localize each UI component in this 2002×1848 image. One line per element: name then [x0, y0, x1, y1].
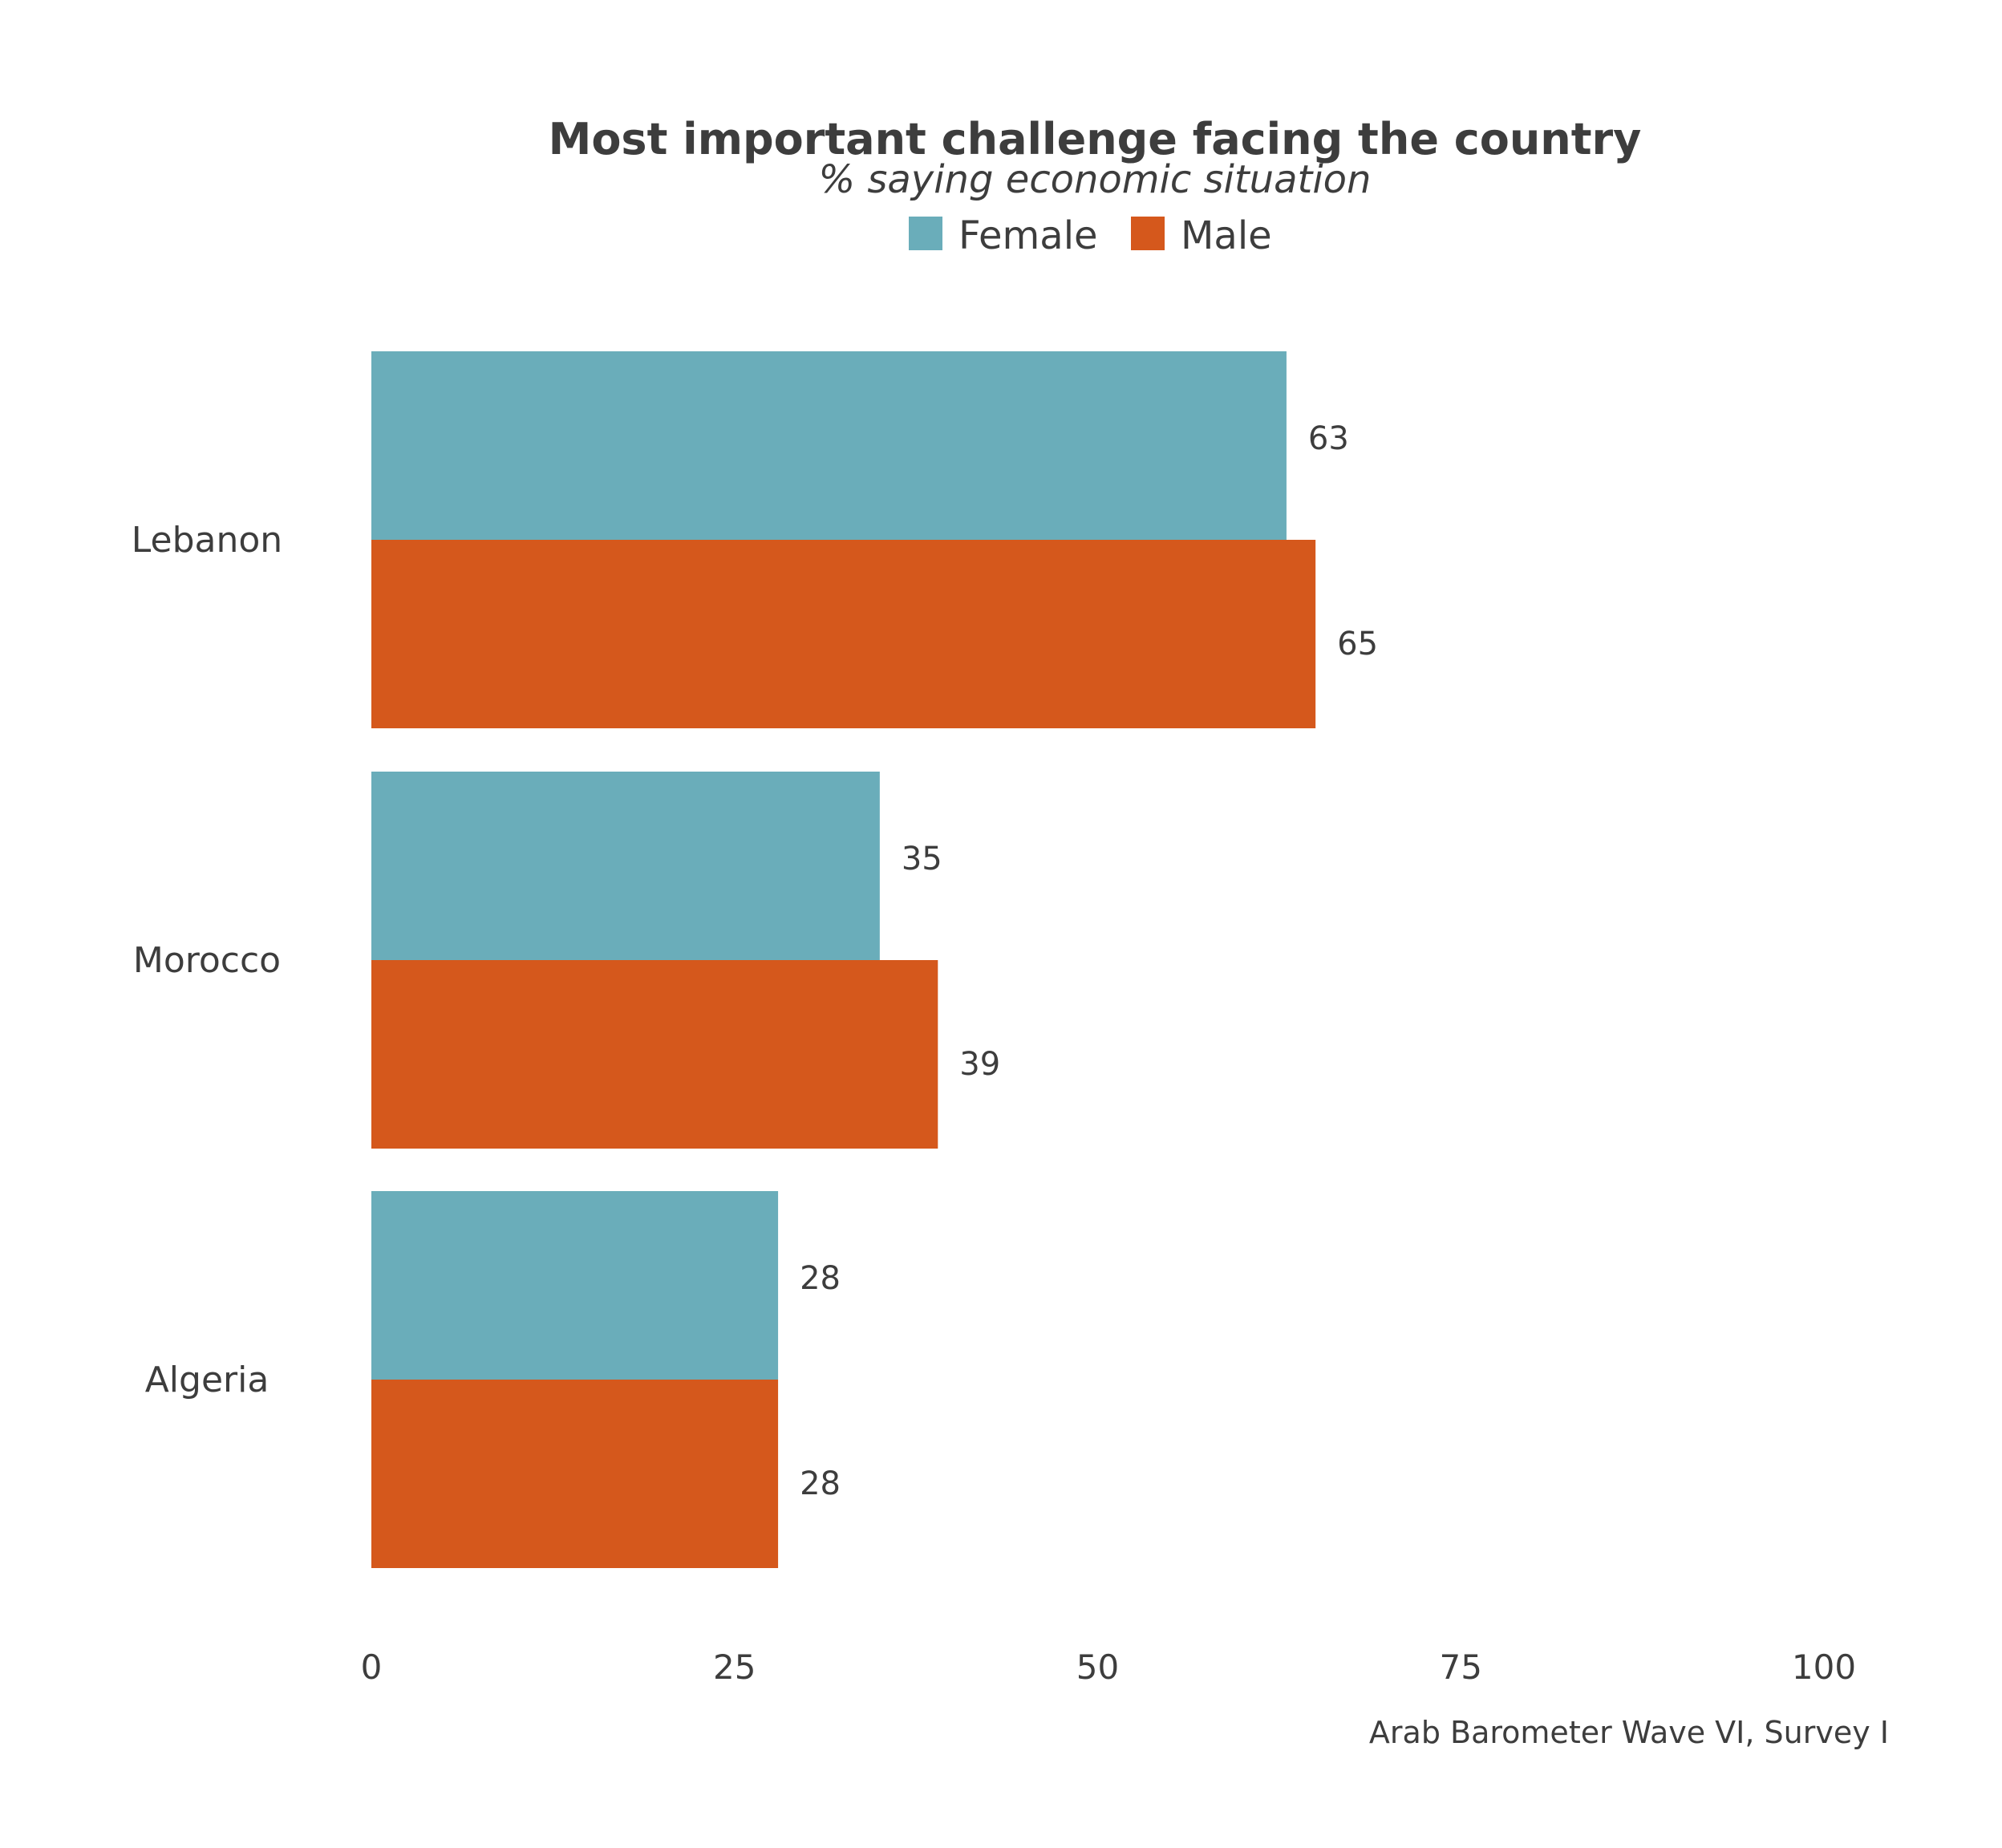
bar-lebanon-male [371, 540, 1316, 728]
category-labels: Lebanon Morocco Algeria [132, 520, 282, 1400]
chart-caption: Arab Barometer Wave VI, Survey I [1369, 1715, 1889, 1750]
bar-algeria-male [371, 1380, 779, 1568]
legend-label-male: Male [1181, 213, 1272, 258]
bars [371, 351, 1316, 1568]
legend-swatch-male [1131, 217, 1165, 250]
bar-algeria-female [371, 1191, 779, 1380]
data-label-lebanon-male: 65 [1337, 626, 1378, 663]
x-tick-label-0: 0 [361, 1647, 383, 1687]
x-axis-ticks: 0 25 50 75 100 [361, 1647, 1856, 1687]
bar-morocco-male [371, 960, 938, 1149]
data-labels: 63 65 35 39 28 28 [800, 420, 1378, 1502]
x-tick-label-75: 75 [1440, 1647, 1482, 1687]
category-label-morocco: Morocco [133, 940, 281, 981]
bar-morocco-female [371, 772, 880, 960]
x-tick-label-100: 100 [1792, 1647, 1856, 1687]
category-label-algeria: Algeria [145, 1360, 270, 1400]
x-tick-label-25: 25 [713, 1647, 756, 1687]
data-label-morocco-male: 39 [959, 1046, 1000, 1083]
bar-lebanon-female [371, 351, 1287, 540]
legend-label-female: Female [958, 213, 1098, 258]
x-tick-label-50: 50 [1076, 1647, 1119, 1687]
chart-subtitle: % saying economic situation [819, 157, 1372, 202]
data-label-morocco-female: 35 [902, 841, 942, 877]
category-label-lebanon: Lebanon [132, 520, 282, 561]
legend-swatch-female [909, 217, 942, 250]
data-label-lebanon-female: 63 [1308, 420, 1349, 457]
legend: Female Male [909, 213, 1272, 258]
data-label-algeria-female: 28 [800, 1260, 841, 1297]
chart-title: Most important challenge facing the coun… [549, 114, 1642, 164]
data-label-algeria-male: 28 [800, 1465, 841, 1502]
